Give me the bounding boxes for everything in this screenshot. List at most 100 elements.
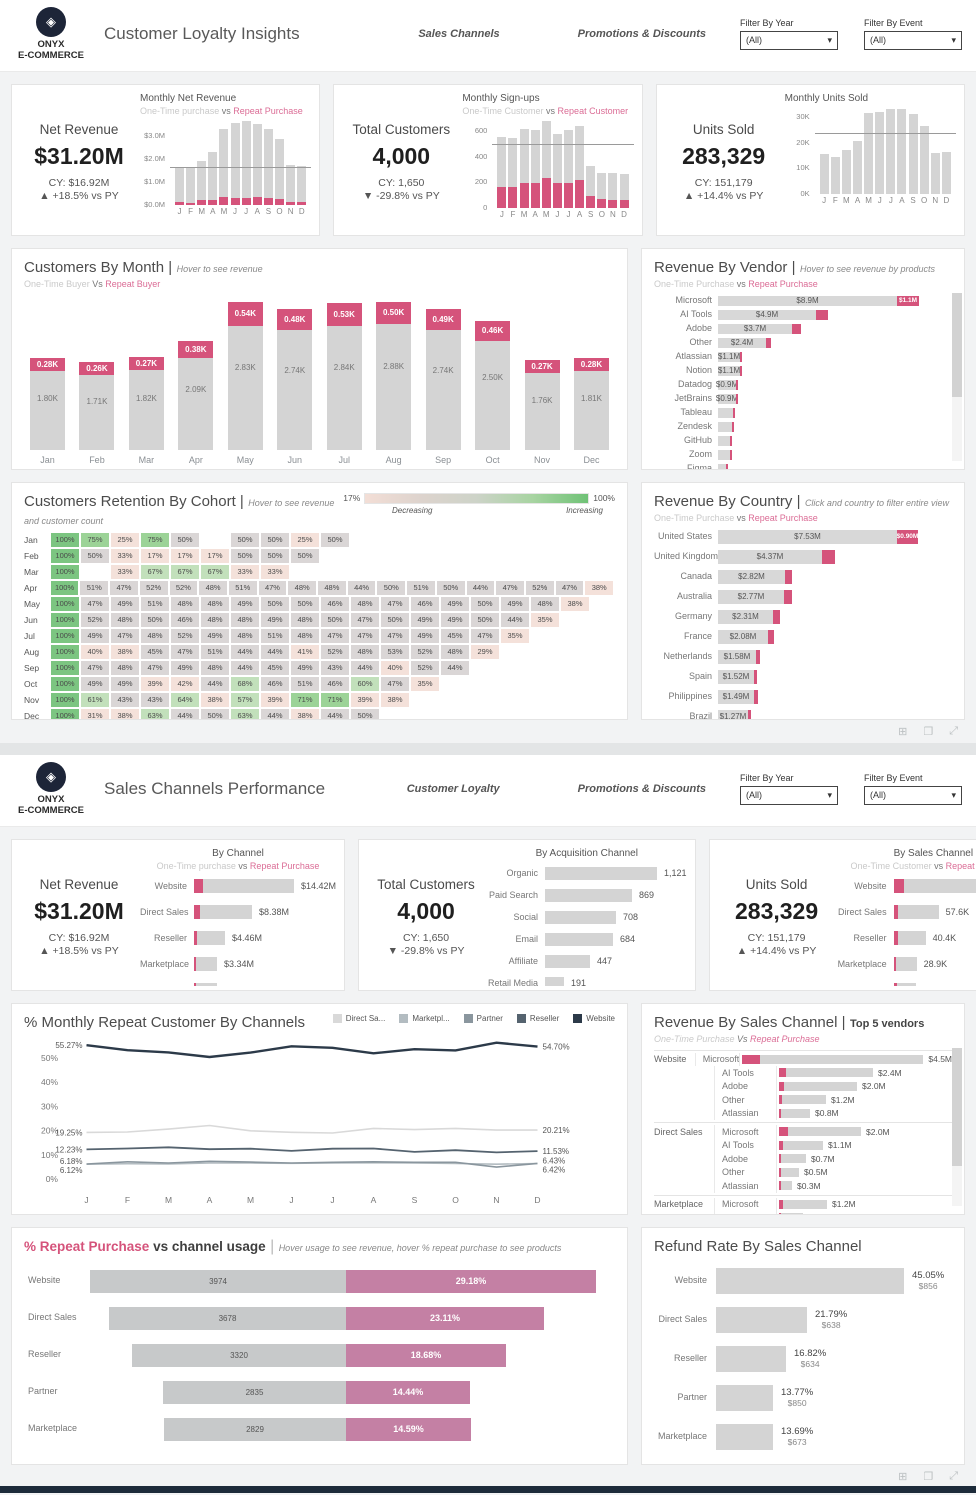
cohort-cell[interactable]: 75% [81,532,109,547]
one-time-bar[interactable] [545,866,658,880]
cohort-cell[interactable]: 48% [351,596,379,611]
repeat-bar[interactable] [816,309,828,320]
cohort-cell[interactable]: 100% [51,612,79,627]
repeat-bar[interactable] [740,365,742,376]
cohort-cell[interactable]: 100% [51,692,79,707]
cohort-cell[interactable]: 47% [381,628,409,643]
repeat-pct-bar[interactable]: 18.68% [346,1343,506,1367]
cohort-cell[interactable]: 47% [171,644,199,659]
bar-row-Website-Other[interactable]: Other $1.2M [654,1093,952,1107]
repeat-bar[interactable] [194,878,203,893]
column-N10[interactable]: N [608,172,618,221]
bar-row-Organic[interactable]: Organic 1,121 [506,866,687,880]
one-time-bar[interactable]: $1.1M [717,365,741,376]
cohort-cell[interactable]: 47% [351,612,379,627]
cohort-cell[interactable]: 47% [381,596,409,611]
bar-row-Direct Sales[interactable]: Direct Sales 3678 23.11% [24,1306,615,1330]
cohort-cell[interactable]: 48% [531,596,559,611]
one-time-bar[interactable] [903,878,976,893]
column-O9[interactable]: O [274,138,284,218]
cohort-cell[interactable]: 48% [111,660,139,675]
cohort-cell[interactable]: 38% [111,708,139,719]
bar-row-Paid Search[interactable]: Paid Search 869 [489,888,655,902]
cohort-cell[interactable]: 50% [351,708,379,719]
cohort-cell[interactable]: 63% [141,708,169,719]
repeat-pct-bar[interactable]: 14.44% [346,1380,470,1404]
bar-row-Partner[interactable]: Partner 13.77% $850 [654,1384,952,1411]
cohort-cell[interactable]: 35% [531,612,559,627]
cohort-cell[interactable]: 38% [381,692,409,707]
one-time-bar[interactable]: $3.7M [718,323,792,334]
one-time-bar[interactable]: $4.9M [718,309,816,320]
bar-row-Direct Sales[interactable]: Direct Sales 21.79% $638 [654,1306,952,1333]
bar-row-Direct Sales-Other[interactable]: Other $0.5M [654,1165,952,1180]
cohort-cell[interactable]: 40% [381,660,409,675]
repeat-bar[interactable] [756,649,760,664]
nav-customer-loyalty[interactable]: Customer Loyalty [406,783,500,796]
one-time-bar[interactable]: $2.4M [718,337,766,348]
nav-promotions[interactable]: Promotions & Discounts [577,28,706,41]
cohort-cell[interactable]: 52% [169,580,198,595]
column-A3[interactable]: A [208,151,218,218]
one-time-bar[interactable] [784,1081,857,1091]
filter-event-select[interactable]: (All) ▾ [864,786,962,806]
cohort-cell[interactable]: 48% [441,644,469,659]
cohort-cell[interactable]: 45% [141,644,169,659]
column-O9[interactable]: O [919,125,929,207]
one-time-bar[interactable] [718,449,730,460]
repeat-bar[interactable] [893,956,896,971]
cohort-cell[interactable]: 48% [291,628,319,643]
repeat-bar[interactable] [768,629,774,644]
bar-row-Adobe[interactable]: Adobe $3.7M [654,323,952,334]
repeat-bar[interactable] [733,407,735,418]
one-time-segment[interactable]: 1.81K [573,370,609,450]
nav-sales-channels[interactable]: Sales Channels [418,28,500,41]
cohort-cell[interactable]: 52% [321,644,349,659]
cohort-cell[interactable]: 50% [261,532,289,547]
cohort-cell[interactable]: 44% [321,708,349,719]
grid-icon[interactable]: ⊞ [898,725,908,738]
line-Website[interactable] [86,1041,538,1058]
one-time-bar[interactable] [718,463,726,469]
one-time-bar[interactable] [197,930,225,945]
cohort-cell[interactable]: 44% [351,660,379,675]
cohort-cell[interactable]: 47% [351,628,379,643]
column-Aug[interactable]: 0.50K 2.88K Aug [376,301,412,467]
repeat-bar[interactable] [785,569,792,584]
cohort-cell[interactable]: 61% [81,692,109,707]
cohort-cell[interactable]: 100% [51,628,79,643]
bar-row-Reseller[interactable]: Reseller $4.46M [153,930,263,945]
cohort-cell[interactable]: 52% [525,580,554,595]
cohort-cell[interactable]: 48% [231,628,259,643]
line-Reseller[interactable] [86,1145,538,1153]
cohort-cell[interactable]: 49% [111,676,139,691]
one-time-bar[interactable] [782,1095,826,1105]
column-S8[interactable]: S [908,113,918,207]
cohort-cell[interactable]: 47% [471,628,499,643]
one-time-bar[interactable]: $7.53M [718,529,897,544]
repeat-bar[interactable] [194,930,197,945]
bar-row-AI Tools[interactable]: AI Tools $4.9M [654,309,952,320]
cohort-cell[interactable]: 50% [436,580,465,595]
usage-bar[interactable]: 2829 [164,1417,346,1441]
cohort-cell[interactable]: 38% [201,692,229,707]
cohort-cell[interactable]: 71% [321,692,349,707]
one-time-bar[interactable]: $2.08M [718,629,768,644]
column-A3[interactable]: A [530,129,540,221]
column-A7[interactable]: A [897,108,907,207]
one-time-segment[interactable]: 1.76K [524,372,560,450]
cohort-cell[interactable]: 75% [141,532,169,547]
bar-row-Netherlands[interactable]: Netherlands $1.58M [654,649,952,664]
bar-row-Direct Sales-AI Tools[interactable]: AI Tools $1.1M [654,1138,952,1153]
bar-row-Marketplace-AI Tools[interactable]: AI Tools $0.6M [654,1211,952,1214]
bar-row-Marketplace[interactable]: Marketplace 28.9K [837,956,948,971]
cohort-cell[interactable]: 44% [441,660,469,675]
bar-row-Reseller[interactable]: Reseller 3320 18.68% [24,1343,615,1367]
cohort-cell[interactable]: 48% [201,596,229,611]
cohort-cell[interactable]: 46% [171,612,199,627]
one-time-bar[interactable] [203,878,294,893]
column-Jun[interactable]: 0.48K 2.74K Jun [277,308,313,467]
column-M2[interactable]: M [841,149,851,207]
bar-row-Brazil[interactable]: Brazil $1.27M [654,709,952,719]
legend-Reseller[interactable]: Reseller [516,1013,559,1023]
